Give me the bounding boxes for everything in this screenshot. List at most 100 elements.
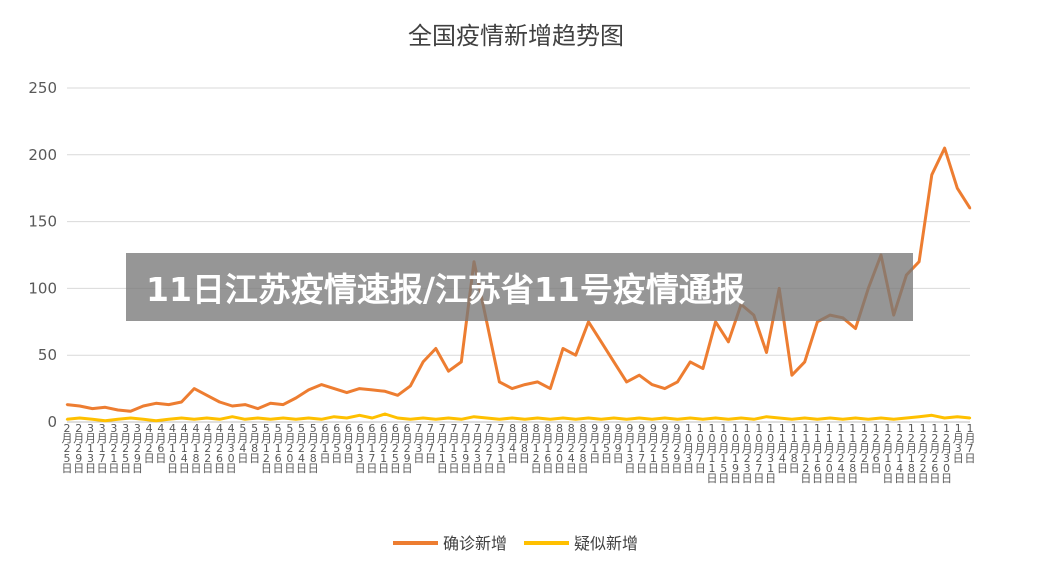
- series-1-point: [599, 418, 603, 421]
- series-0-point: [142, 404, 145, 408]
- series-1-point: [447, 416, 450, 420]
- series-1-point: [498, 418, 501, 421]
- series-1-point: [638, 416, 641, 420]
- series-1-point: [867, 418, 870, 421]
- series-1-point: [434, 418, 438, 421]
- series-0-point: [561, 347, 565, 350]
- series-1-point: [625, 418, 628, 421]
- series-1-point: [549, 418, 552, 421]
- legend-label-0: 确诊新增: [443, 534, 507, 553]
- series-0-point: [421, 360, 425, 364]
- series-1-point: [243, 418, 247, 421]
- series-0-point: [282, 403, 285, 406]
- series-0-point: [917, 260, 921, 263]
- series-0-point: [129, 410, 132, 413]
- series-0-point: [180, 400, 183, 404]
- banner-text: 11日江苏疫情速报/江苏省11号疫情通报: [146, 270, 745, 309]
- series-1-point: [320, 418, 323, 421]
- series-0-point: [714, 320, 717, 323]
- series-1-point: [574, 418, 577, 421]
- series-1-point: [536, 416, 539, 420]
- series-1-point: [854, 416, 857, 420]
- series-1-point: [930, 414, 934, 417]
- series-0-point: [930, 173, 934, 177]
- series-1-point: [663, 416, 666, 420]
- series-0-point: [549, 387, 552, 390]
- series-1-point: [892, 418, 895, 421]
- y-tick-label: 0: [47, 413, 57, 431]
- y-tick-label: 50: [38, 346, 57, 364]
- series-1-point: [561, 416, 565, 420]
- series-0-point: [116, 408, 120, 412]
- series-0-point: [294, 396, 298, 400]
- series-1-point: [269, 418, 272, 421]
- series-1-point: [65, 418, 69, 421]
- series-1-point: [345, 416, 349, 420]
- series-1-point: [714, 416, 717, 420]
- y-axis-ticks: 0 50 100 150 200 250: [28, 79, 57, 431]
- series-0-point: [612, 360, 616, 364]
- series-1-point: [192, 418, 196, 421]
- series-0-point: [192, 387, 196, 390]
- series-0-point: [625, 380, 628, 384]
- series-1-point: [371, 416, 374, 420]
- series-1-point: [917, 415, 921, 418]
- series-0-point: [320, 383, 323, 386]
- series-1-point: [205, 416, 209, 420]
- series-0-point: [332, 387, 336, 390]
- series-0-point: [701, 367, 705, 370]
- series-1-point: [180, 416, 183, 420]
- series-1-point: [905, 416, 908, 420]
- series-0-point: [943, 146, 946, 150]
- series-1-point: [803, 416, 806, 420]
- series-1-point: [790, 418, 794, 421]
- series-0-point: [536, 380, 539, 384]
- series-0-point: [650, 383, 654, 386]
- series-1-point: [879, 416, 883, 420]
- series-1-point: [523, 418, 527, 421]
- series-0-point: [523, 383, 527, 386]
- series-1-point: [307, 416, 310, 420]
- series-1-point: [256, 416, 259, 420]
- series-0-point: [307, 388, 310, 392]
- series-0-point: [727, 340, 730, 344]
- y-tick-label: 100: [28, 279, 57, 297]
- series-0-point: [816, 320, 819, 323]
- series-1-point: [332, 415, 336, 418]
- series-0-point: [167, 403, 170, 406]
